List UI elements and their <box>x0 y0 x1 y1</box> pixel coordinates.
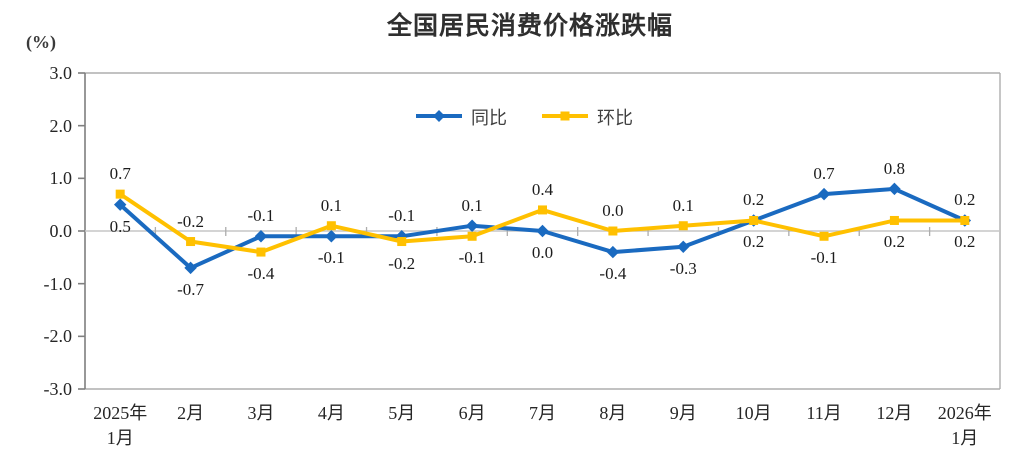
data-label: -0.4 <box>247 264 275 284</box>
legend-label-huanbi: 环比 <box>597 108 633 128</box>
data-label: 0.7 <box>813 164 835 184</box>
x-axis-label-line: 8月 <box>599 403 627 423</box>
data-label: 0.5 <box>109 216 131 236</box>
data-label: -0.7 <box>177 279 205 299</box>
marker-square <box>819 231 829 241</box>
data-label: 0.0 <box>531 243 554 262</box>
data-label: -0.1 <box>458 248 486 268</box>
y-axis-tick-label: -2.0 <box>43 326 73 347</box>
x-axis-label: 8月 <box>567 401 659 426</box>
marker-square <box>326 221 336 231</box>
y-axis-tick-label: 1.0 <box>49 168 73 189</box>
data-label: 0.0 <box>602 201 624 220</box>
x-axis-label: 6月 <box>426 401 518 426</box>
marker-diamond <box>254 230 268 243</box>
chart-legend: 同比 环比 <box>415 104 633 130</box>
x-axis-label: 2月 <box>145 401 237 426</box>
x-axis-label: 7月 <box>497 401 589 426</box>
marker-square <box>538 205 547 215</box>
x-axis-label-line: 11月 <box>806 403 842 423</box>
data-label: 0.2 <box>954 190 976 210</box>
data-label: 0.2 <box>743 232 765 252</box>
x-axis-label-line: 3月 <box>247 403 275 423</box>
x-axis-label: 5月 <box>356 401 448 426</box>
marker-square <box>256 247 266 257</box>
data-label: -0.1 <box>317 248 345 268</box>
legend-swatch-diamond-icon <box>416 109 462 122</box>
marker-diamond <box>888 182 901 196</box>
marker-square <box>678 221 688 231</box>
data-label: 0.2 <box>883 232 906 252</box>
x-axis-label-line: 9月 <box>669 403 697 423</box>
y-axis-tick-label: -3.0 <box>43 379 73 399</box>
data-label: -0.3 <box>669 258 697 278</box>
x-axis-label-line: 1月 <box>951 428 979 448</box>
data-label: 0.4 <box>531 179 554 199</box>
data-label: -0.1 <box>247 206 275 226</box>
chart-title: 全国居民消费价格涨跌幅 <box>386 12 673 40</box>
y-axis-tick-label: -1.0 <box>43 273 73 294</box>
marker-square <box>186 237 196 247</box>
data-label: 0.1 <box>461 195 483 215</box>
legend-item-huanbi: 环比 <box>541 104 633 130</box>
marker-diamond <box>817 187 831 201</box>
legend-item-tongbi: 同比 <box>415 104 507 130</box>
x-axis-label-line: 2026年 <box>937 403 992 423</box>
marker-square <box>115 189 125 199</box>
marker-diamond <box>536 224 549 238</box>
x-axis-label-line: 5月 <box>388 403 416 423</box>
data-label: 0.1 <box>320 195 342 215</box>
y-axis-tick-label: 3.0 <box>49 63 73 83</box>
marker-diamond <box>677 240 690 254</box>
data-label: 0.1 <box>672 195 694 215</box>
yellow-line-square-icon <box>541 107 589 128</box>
x-axis-label: 10月 <box>708 401 800 426</box>
x-axis-label-line: 4月 <box>317 403 345 423</box>
marker-diamond <box>184 261 197 275</box>
x-axis-label-line: 2月 <box>177 403 205 423</box>
x-axis-label: 4月 <box>285 401 377 426</box>
x-axis-label: 12月 <box>848 401 940 426</box>
x-axis-label-line: 12月 <box>876 403 913 423</box>
x-axis-label: 9月 <box>637 401 729 426</box>
marker-square <box>889 215 899 225</box>
data-label: -0.2 <box>388 253 416 273</box>
marker-square <box>467 231 477 241</box>
x-axis-label: 2025年 1月 <box>74 401 166 451</box>
x-axis-label: 2026年 1月 <box>919 401 1011 451</box>
x-axis-label-line: 6月 <box>458 403 486 423</box>
data-label: 0.2 <box>743 190 765 210</box>
data-label: -0.4 <box>599 264 627 284</box>
marker-square <box>749 215 759 225</box>
x-axis-label-line: 2025年 <box>93 403 148 423</box>
legend-label-tongbi: 同比 <box>471 108 507 128</box>
marker-square <box>960 215 970 225</box>
x-axis-label: 3月 <box>215 401 307 426</box>
marker-diamond <box>606 245 620 259</box>
marker-diamond <box>465 219 479 232</box>
y-axis-unit-label: (%) <box>26 32 56 52</box>
x-axis-label-line: 1月 <box>106 428 134 448</box>
data-label: 0.8 <box>883 158 906 178</box>
marker-diamond <box>325 230 338 243</box>
y-axis-tick-label: 2.0 <box>49 115 73 136</box>
data-label: -0.1 <box>388 206 416 226</box>
x-axis-label-line: 10月 <box>735 403 772 423</box>
data-label: 0.2 <box>954 232 976 252</box>
x-axis-label-line: 7月 <box>529 403 556 423</box>
marker-square <box>608 226 618 236</box>
data-label: 0.7 <box>109 164 131 184</box>
blue-line-diamond-icon <box>415 107 463 128</box>
marker-square <box>397 237 407 247</box>
data-label: -0.1 <box>810 248 838 268</box>
y-axis-tick-label: 0.0 <box>49 221 73 241</box>
x-axis-label: 11月 <box>778 401 870 426</box>
legend-swatch-square-icon <box>542 111 588 120</box>
data-label: -0.2 <box>177 211 205 231</box>
